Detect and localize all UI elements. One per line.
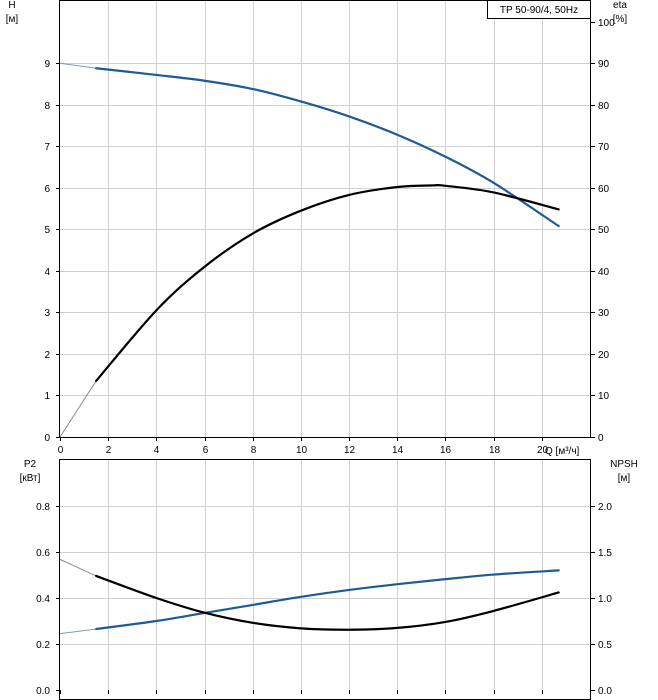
y-left-tick-label: 8 [44,101,50,112]
x-tick-label: 12 [344,445,356,456]
y-left-tick-label: 6 [44,184,50,195]
top-right-axis-label-line1: eta [613,0,627,11]
x-tick-label: 16 [440,445,452,456]
legend-box [487,0,591,19]
y-right-tick-label: 2.0 [598,502,612,513]
curve-extension [59,62,97,69]
bottom-left-axis-label-line1: P2 [24,459,37,470]
curve-line [95,574,560,631]
y-left-tick-label: 0.2 [36,640,50,651]
x-tick-label: 14 [392,445,404,456]
top-panel-axes: 0 2 4 6 8 10 12 14 16 18 2001234567890102030405060… [44,18,615,456]
y-left-tick-label: 0.0 [36,686,50,697]
y-left-tick-label: 4 [44,267,50,278]
y-left-tick-label: 2 [44,350,50,361]
bottom-panel-curves [59,558,560,635]
y-left-tick-label: 5 [44,225,50,236]
bottom-right-axis-label-line2: [м] [618,473,631,484]
y-right-tick-label: 50 [598,225,610,236]
top-panel-frame [59,0,591,438]
legend-text: TP 50-90/4, 50Hz [500,5,578,16]
y-right-tick-label: 40 [598,267,610,278]
x-tick-label: 18 [489,445,501,456]
y-right-tick-label: 80 [598,101,610,112]
y-right-tick-label: 0 [598,433,604,444]
x-tick-label: 2 [106,445,112,456]
top-left-axis-label-line2: [м] [6,14,19,25]
top-panel-grid [60,1,590,437]
y-right-tick-label: 20 [598,350,610,361]
y-right-tick-label: 1.5 [598,548,612,559]
curve-extension [59,628,97,635]
x-tick-label: 10 [296,445,308,456]
curve-line [95,569,560,631]
y-left-tick-label: 0.6 [36,548,50,559]
bottom-right-axis-label-line1: NPSH [610,459,638,470]
y-right-tick-label: 1.0 [598,594,612,605]
curve-extension [59,380,97,438]
bottom-panel-frame [59,459,591,700]
y-left-tick-label: 0.8 [36,502,50,513]
y-left-tick-label: 9 [44,59,50,70]
y-left-tick-label: 0.4 [36,594,50,605]
bottom-panel-axes: 0.0 0.2 0.4 0.6 0.8 0.0 0.5 1.0 1.5 2.0 [36,502,612,697]
x-tick-label: 0 [58,445,64,456]
y-right-tick-label: 0.0 [598,686,612,697]
y-left-tick-label: 0 [44,433,50,444]
y-right-tick-label: 10 [598,391,610,402]
y-right-tick-label: 0.5 [598,640,612,651]
y-right-tick-label: 70 [598,142,610,153]
curve-line [95,67,560,228]
x-tick-label: 4 [154,445,160,456]
x-tick-label: 6 [203,445,209,456]
legend: TP 50-90/4, 50Hz [487,0,591,19]
y-left-tick-label: 1 [44,391,50,402]
curve-extension [59,558,97,577]
top-right-axis-label-line2: [%] [613,14,628,25]
x-tick-label: 20 [537,445,549,456]
top-panel-curves [59,62,560,438]
x-tick-label: 8 [251,445,257,456]
x-axis-label: Q [м³/ч] [545,446,580,457]
y-right-tick-label: 90 [598,59,610,70]
top-panel: 0 2 4 6 8 10 12 14 16 18 2001234567890102030405060… [6,0,628,457]
y-right-tick-label: 60 [598,184,610,195]
bottom-left-axis-label-line2: [кВт] [20,473,41,484]
y-right-tick-label: 100 [598,18,615,29]
curve-line [95,183,560,383]
y-right-tick-label: 30 [598,308,610,319]
bottom-panel-grid [60,460,590,690]
bottom-panel: 0.00.20.40.60.80.00.51.01.52.0 P2 [кВт] … [20,459,638,700]
y-left-tick-label: 7 [44,142,50,153]
top-left-axis-label-line1: H [8,0,15,11]
y-left-tick-label: 3 [44,308,50,319]
